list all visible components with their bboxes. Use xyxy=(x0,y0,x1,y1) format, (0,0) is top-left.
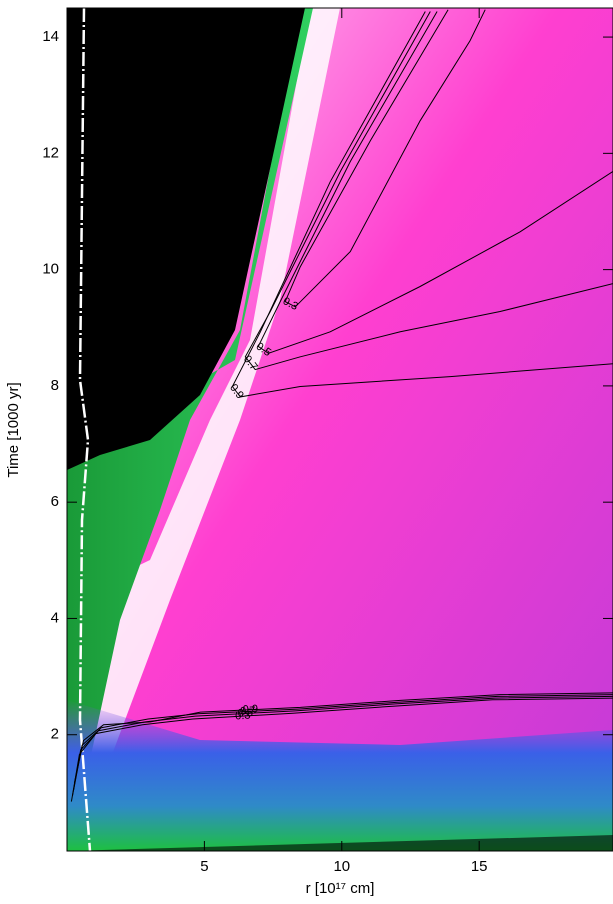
y-tick-label: 4 xyxy=(51,609,59,626)
y-tick-label: 14 xyxy=(42,28,59,45)
y-tick-label: 8 xyxy=(51,377,59,394)
y-axis-label: Time [1000 yr] xyxy=(5,382,22,477)
x-tick-label: 15 xyxy=(471,858,488,875)
y-tick-label: 6 xyxy=(51,493,59,510)
x-tick-label: 5 xyxy=(200,858,208,875)
y-tick-label: 2 xyxy=(51,726,59,743)
y-tick-label: 10 xyxy=(42,261,59,278)
contour-label: 0.3 xyxy=(235,710,251,723)
x-tick-label: 10 xyxy=(333,858,350,875)
x-axis-label: r [10¹⁷ cm] xyxy=(306,880,375,897)
y-tick-label: 12 xyxy=(42,144,59,161)
